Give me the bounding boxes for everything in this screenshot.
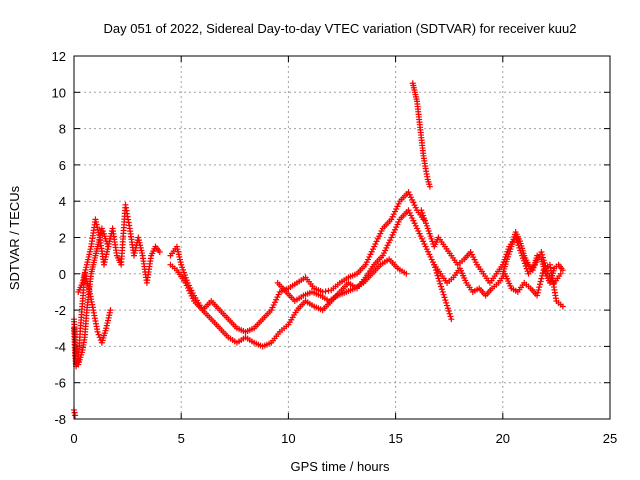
data-point bbox=[538, 249, 545, 256]
y-tick-label: 6 bbox=[59, 158, 66, 173]
x-tick-label: 15 bbox=[388, 431, 402, 446]
data-point bbox=[72, 412, 79, 419]
data-point bbox=[536, 281, 543, 288]
x-tick-label: 10 bbox=[281, 431, 295, 446]
y-tick-label: 4 bbox=[59, 194, 66, 209]
y-tick-label: 12 bbox=[52, 49, 66, 64]
y-tick-label: -6 bbox=[54, 376, 66, 391]
data-point bbox=[447, 313, 454, 320]
data-points bbox=[71, 80, 566, 419]
data-point bbox=[443, 299, 450, 306]
data-point bbox=[538, 275, 545, 282]
data-point bbox=[535, 286, 542, 293]
y-tick-label: 0 bbox=[59, 267, 66, 282]
data-point bbox=[445, 308, 452, 315]
data-point bbox=[438, 286, 445, 293]
data-point bbox=[444, 305, 451, 312]
y-tick-label: -2 bbox=[54, 303, 66, 318]
gridlines bbox=[74, 56, 610, 419]
chart-title: Day 051 of 2022, Sidereal Day-to-day VTE… bbox=[103, 21, 576, 36]
x-tick-label: 0 bbox=[70, 431, 77, 446]
data-point bbox=[557, 270, 564, 277]
data-point bbox=[435, 275, 442, 282]
data-point bbox=[439, 288, 446, 295]
data-point bbox=[426, 183, 433, 190]
series-sat-e bbox=[167, 189, 427, 335]
y-axis-label: SDTVAR / TECUs bbox=[7, 185, 22, 290]
series-sat-h bbox=[409, 80, 433, 190]
data-point bbox=[438, 283, 445, 290]
data-point bbox=[534, 292, 541, 299]
series-sat-j bbox=[431, 261, 566, 310]
data-point bbox=[559, 303, 566, 310]
data-point bbox=[444, 302, 451, 309]
data-point bbox=[446, 310, 453, 317]
series-sat-k bbox=[499, 229, 566, 286]
data-point bbox=[536, 284, 543, 291]
data-point bbox=[99, 228, 106, 235]
data-point bbox=[95, 331, 102, 338]
series-sat-g bbox=[274, 256, 410, 305]
series-sat-f bbox=[167, 207, 455, 350]
data-point bbox=[96, 334, 103, 341]
data-point bbox=[437, 280, 444, 287]
data-point bbox=[539, 251, 546, 258]
data-point bbox=[436, 278, 443, 285]
data-point bbox=[403, 270, 410, 277]
y-tick-label: -4 bbox=[54, 339, 66, 354]
series-sat-c bbox=[71, 406, 79, 419]
y-tick-label: 10 bbox=[52, 85, 66, 100]
data-point bbox=[448, 316, 455, 323]
data-point bbox=[94, 328, 101, 335]
data-point bbox=[156, 249, 163, 256]
series-sat-d bbox=[75, 201, 163, 295]
plot-frame bbox=[73, 55, 611, 420]
x-axis-label: GPS time / hours bbox=[291, 459, 390, 474]
data-point bbox=[440, 291, 447, 298]
x-tick-label: 20 bbox=[496, 431, 510, 446]
data-point bbox=[441, 294, 448, 301]
y-tick-label: -8 bbox=[54, 412, 66, 427]
data-point bbox=[107, 307, 114, 314]
y-tick-label: 2 bbox=[59, 231, 66, 246]
y-tick-label: 8 bbox=[59, 122, 66, 137]
x-tick-label: 5 bbox=[178, 431, 185, 446]
x-tick-label: 25 bbox=[603, 431, 617, 446]
data-point bbox=[534, 289, 541, 296]
data-point bbox=[325, 287, 332, 294]
data-point bbox=[322, 288, 329, 295]
data-point bbox=[559, 267, 566, 274]
data-point bbox=[442, 297, 449, 304]
data-point bbox=[98, 225, 105, 232]
data-point bbox=[537, 278, 544, 285]
